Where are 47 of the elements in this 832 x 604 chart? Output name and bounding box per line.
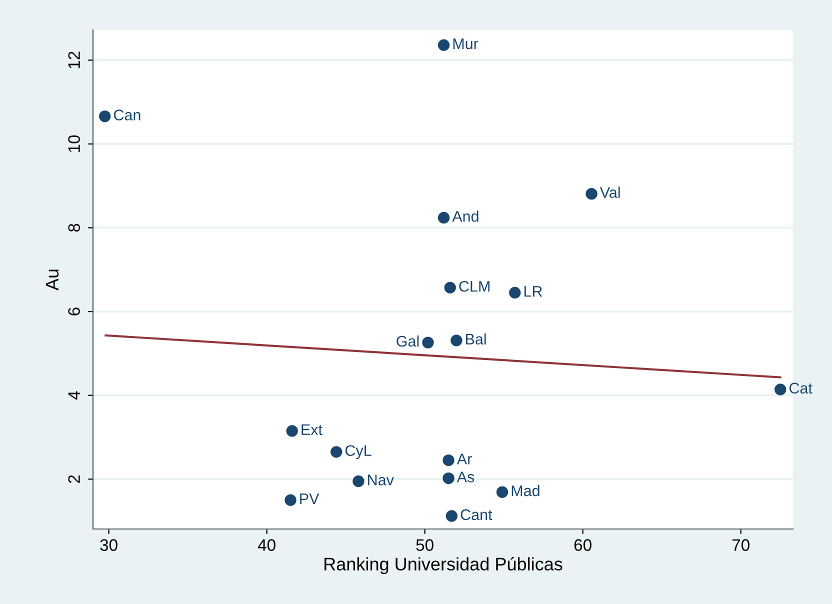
annotation: PV [300,494,320,504]
x-axis-title: Ranking Universidad Públicas [324,557,562,574]
point [352,475,364,488]
point [442,454,454,466]
annotation: Gal [396,335,419,347]
y-tick-label: 4 [68,391,80,400]
annotation: Cat [789,382,812,394]
y-tick-label: 10 [68,135,80,152]
point [442,472,454,484]
annotation: LR [524,286,542,297]
point [444,282,456,294]
annotation: Val [600,186,620,198]
annotation: Can [114,110,140,120]
y-tick-label: 12 [68,52,80,68]
y-axis-title: Au [46,270,59,291]
point [438,39,450,51]
annotation: Mad [512,485,540,496]
point [284,494,296,506]
y-tick-label: 2 [68,475,80,483]
annotation: Ext [302,424,322,436]
point [774,384,786,396]
annotation: Bal [466,333,486,345]
x-tick-label: 30 [100,539,118,551]
annotation: As [456,472,474,482]
x-tick-label: 60 [574,539,592,551]
point [450,334,462,346]
annotation: Nav [368,474,394,486]
annotation: And [452,210,478,222]
point [330,446,342,458]
y-tick-label: 8 [68,224,80,232]
point [286,425,298,437]
annotation: CLM [459,280,490,292]
point [99,110,111,122]
point [446,510,458,522]
point [586,188,598,200]
point [422,336,434,348]
y-tick-label: 6 [68,308,80,316]
annotation: Ar [456,454,472,464]
x-tick-label: 70 [732,539,750,551]
annotation: Cant [460,509,492,520]
annotation: Mur [453,38,478,50]
annotation: CyL [345,445,372,460]
point [509,286,521,299]
x-tick-label: 40 [258,539,276,551]
point [438,212,450,224]
x-tick-label: 50 [416,539,434,551]
point [496,486,508,498]
